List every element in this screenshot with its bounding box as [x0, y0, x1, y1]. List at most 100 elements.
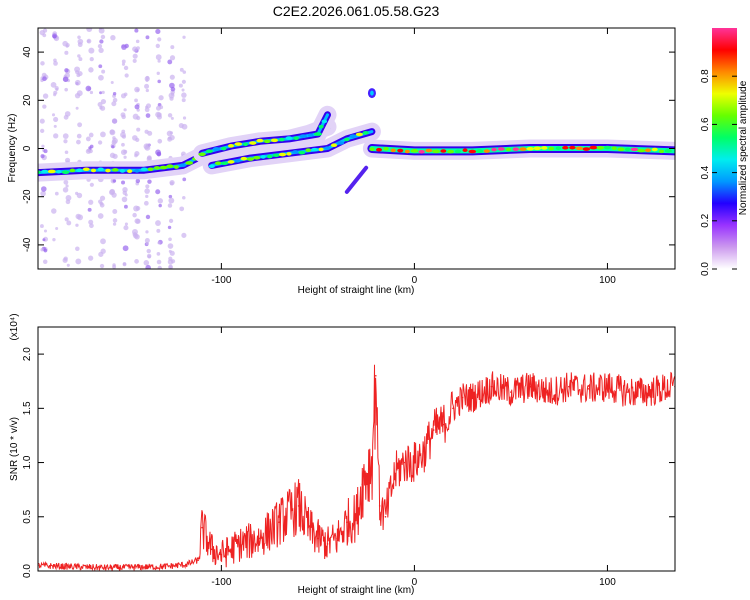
noise-dot	[182, 116, 187, 120]
spectrogram-ytick-label: 0	[22, 145, 33, 151]
noise-dot	[101, 90, 105, 94]
lower-branch-cell	[305, 148, 312, 152]
noise-dot	[64, 217, 69, 222]
noise-dot	[75, 106, 79, 110]
snr-point	[461, 396, 464, 399]
snr-point	[220, 553, 223, 556]
noise-dot	[64, 68, 69, 73]
noise-dot	[168, 197, 175, 204]
noise-dot	[42, 28, 48, 33]
main-band-cell	[41, 169, 49, 174]
main-band-cell	[105, 168, 111, 173]
main-band-cell	[153, 166, 161, 170]
snr-point	[365, 472, 367, 475]
noise-dot	[43, 229, 48, 233]
noise-dot	[40, 154, 45, 159]
zero-line-cell	[617, 147, 625, 152]
noise-dot	[134, 28, 139, 33]
spectrogram-xtick-label: 0	[412, 275, 418, 286]
lower-branch-cell	[220, 161, 229, 166]
noise-dot	[144, 188, 150, 194]
noise-dot	[51, 113, 56, 117]
noise-dot	[156, 228, 161, 233]
noise-dot	[97, 140, 103, 145]
noise-dot	[157, 241, 161, 245]
spectrogram-ytick-label: 40	[22, 46, 33, 58]
main-band-cell	[38, 170, 41, 174]
colorbar-tick-label: 0.2	[700, 213, 711, 227]
noise-dot	[135, 218, 141, 224]
snr-point	[371, 461, 373, 464]
snr-point	[442, 423, 445, 426]
noise-dot	[54, 85, 59, 91]
noise-dot	[53, 133, 59, 139]
noise-dot	[157, 138, 163, 144]
snr-point	[375, 375, 377, 377]
zero-line-cell	[611, 146, 617, 150]
noise-dot	[74, 79, 81, 86]
noise-dot	[121, 62, 126, 66]
noise-dot	[88, 199, 94, 205]
zero-line-cell	[526, 146, 535, 151]
noise-dot	[65, 199, 71, 205]
noise-dot	[167, 59, 173, 65]
noise-dot	[42, 259, 48, 265]
noise-dot	[122, 245, 129, 252]
noise-dot	[122, 190, 127, 196]
noise-dot	[170, 45, 175, 50]
main-band-cell	[111, 168, 119, 172]
zero-line-cell	[664, 149, 672, 153]
zero-line-cell	[637, 148, 646, 153]
noise-dot	[181, 232, 187, 238]
colorbar-gradient	[712, 28, 737, 269]
noise-dot	[97, 102, 103, 108]
noise-dot	[75, 191, 79, 196]
noise-dot	[109, 152, 116, 159]
noise-dot	[147, 155, 152, 161]
noise-dot	[167, 113, 173, 118]
snr-point	[510, 391, 512, 393]
main-band-cell	[82, 167, 90, 172]
snr-ytick-label: 1.0	[22, 455, 33, 469]
colorbar: 0.0 0.2 0.4 0.6 0.8 Normalized spectral ampl…	[700, 28, 749, 276]
noise-dot	[87, 207, 92, 212]
noise-dot	[41, 72, 47, 78]
noise-dot	[100, 131, 106, 138]
noise-dot	[145, 103, 151, 109]
noise-dot	[156, 252, 161, 256]
noise-dot	[65, 184, 69, 188]
lower-branch-cell	[292, 150, 299, 154]
spectrogram-xlabel: Height of straight line (km)	[298, 285, 415, 296]
noise-dot	[100, 34, 106, 40]
lower-branch-cell	[246, 157, 254, 161]
snr-xtick-label: -100	[211, 577, 231, 588]
zero-line-cell	[651, 147, 658, 152]
snr-point	[355, 515, 358, 518]
zero-line-cell	[603, 145, 612, 150]
spectrogram-features	[344, 88, 376, 194]
colorbar-tick-label: 0.8	[700, 69, 711, 83]
noise-dot	[134, 98, 138, 103]
noise-dot	[85, 136, 91, 142]
zero-line-cell	[512, 147, 519, 151]
noise-dot	[39, 118, 45, 124]
noise-dot	[155, 54, 162, 61]
zero-line-cell	[483, 149, 490, 153]
main-band-cell	[119, 169, 126, 173]
noise-dot	[121, 44, 127, 50]
upper-branch-cell	[307, 133, 314, 138]
noise-dot	[169, 74, 175, 80]
noise-dot	[50, 81, 57, 88]
snr-plot: -100 0 100 0.0 0.5 1.0 1.5 2.0 Height of straig…	[9, 313, 676, 596]
snr-point	[403, 461, 406, 464]
noise-dot	[147, 130, 153, 136]
noise-dot	[89, 182, 94, 187]
noise-dot	[100, 238, 106, 245]
lower-branch-cell	[318, 147, 324, 152]
streak-feature	[344, 165, 369, 194]
noise-dot	[169, 180, 175, 186]
noise-dot	[179, 206, 185, 212]
noise-dot	[121, 134, 127, 139]
snr-point	[378, 505, 381, 507]
